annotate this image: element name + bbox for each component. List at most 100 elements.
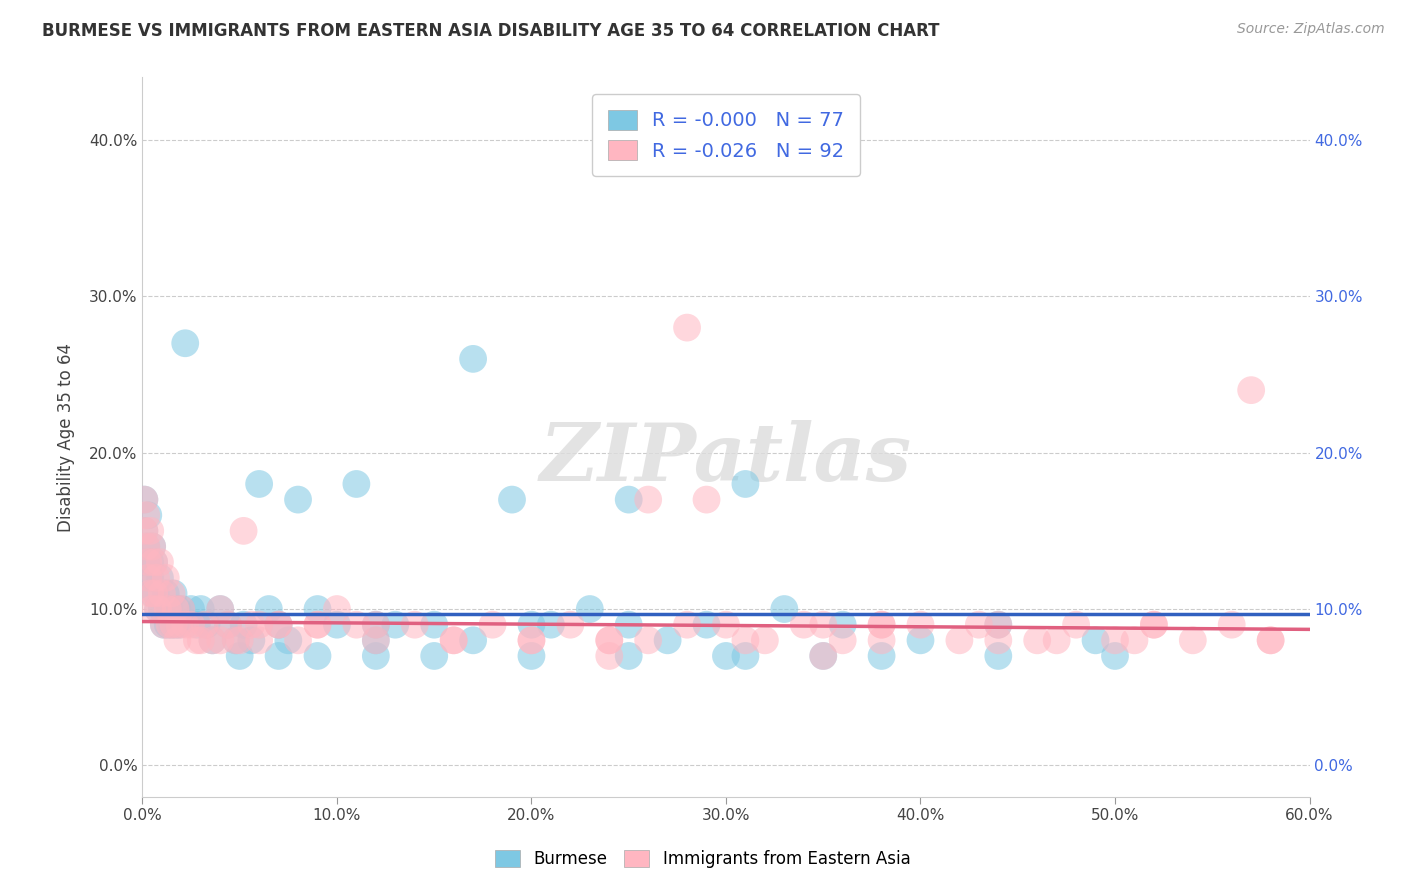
Point: [228, 648, 250, 663]
Point: [135, 540, 157, 554]
Point: [714, 617, 737, 632]
Point: [326, 602, 349, 616]
Point: [156, 602, 179, 616]
Point: [174, 617, 197, 632]
Y-axis label: Disability Age 35 to 64: Disability Age 35 to 64: [58, 343, 75, 532]
Point: [267, 617, 290, 632]
Point: [145, 571, 167, 585]
Point: [1181, 633, 1204, 648]
Point: [520, 633, 543, 648]
Point: [139, 555, 162, 569]
Point: [159, 617, 181, 632]
Point: [1084, 633, 1107, 648]
Point: [423, 648, 446, 663]
Point: [180, 602, 202, 616]
Point: [910, 633, 932, 648]
Point: [870, 648, 893, 663]
Point: [287, 492, 309, 507]
Point: [217, 617, 239, 632]
Point: [560, 617, 582, 632]
Point: [180, 617, 202, 632]
Point: [617, 648, 640, 663]
Point: [169, 617, 191, 632]
Point: [443, 633, 465, 648]
Point: [307, 617, 329, 632]
Point: [232, 524, 254, 538]
Point: [136, 571, 159, 585]
Point: [1260, 633, 1282, 648]
Point: [186, 633, 208, 648]
Point: [734, 477, 756, 491]
Point: [143, 555, 166, 569]
Point: [247, 633, 270, 648]
Point: [870, 617, 893, 632]
Point: [150, 602, 173, 616]
Point: [831, 617, 853, 632]
Point: [754, 633, 776, 648]
Point: [170, 602, 193, 616]
Point: [598, 633, 620, 648]
Point: [344, 477, 367, 491]
Point: [364, 633, 387, 648]
Point: [461, 633, 484, 648]
Point: [141, 540, 163, 554]
Point: [364, 633, 387, 648]
Point: [1260, 633, 1282, 648]
Point: [145, 586, 167, 600]
Point: [1143, 617, 1166, 632]
Point: [135, 555, 157, 569]
Point: [186, 617, 208, 632]
Text: BURMESE VS IMMIGRANTS FROM EASTERN ASIA DISABILITY AGE 35 TO 64 CORRELATION CHAR: BURMESE VS IMMIGRANTS FROM EASTERN ASIA …: [42, 22, 939, 40]
Point: [657, 633, 679, 648]
Point: [364, 648, 387, 663]
Point: [1240, 383, 1263, 397]
Point: [910, 617, 932, 632]
Legend: R = -0.000   N = 77, R = -0.026   N = 92: R = -0.000 N = 77, R = -0.026 N = 92: [592, 95, 860, 177]
Point: [209, 633, 232, 648]
Point: [773, 602, 796, 616]
Point: [617, 617, 640, 632]
Point: [217, 617, 239, 632]
Point: [209, 602, 232, 616]
Point: [162, 617, 184, 632]
Point: [165, 602, 187, 616]
Point: [540, 617, 562, 632]
Text: Source: ZipAtlas.com: Source: ZipAtlas.com: [1237, 22, 1385, 37]
Point: [160, 586, 183, 600]
Point: [135, 540, 157, 554]
Point: [637, 633, 659, 648]
Point: [404, 617, 426, 632]
Point: [135, 508, 157, 523]
Point: [578, 602, 600, 616]
Point: [813, 648, 835, 663]
Point: [870, 617, 893, 632]
Point: [257, 602, 280, 616]
Point: [637, 492, 659, 507]
Point: [714, 648, 737, 663]
Point: [267, 617, 290, 632]
Point: [201, 633, 224, 648]
Point: [734, 648, 756, 663]
Point: [139, 586, 162, 600]
Point: [155, 571, 177, 585]
Point: [734, 633, 756, 648]
Point: [267, 648, 290, 663]
Point: [194, 617, 217, 632]
Point: [598, 633, 620, 648]
Point: [136, 571, 159, 585]
Point: [520, 648, 543, 663]
Point: [201, 633, 224, 648]
Point: [153, 617, 176, 632]
Point: [146, 602, 169, 616]
Text: ZIPatlas: ZIPatlas: [540, 420, 912, 498]
Point: [150, 586, 173, 600]
Point: [1143, 617, 1166, 632]
Point: [1220, 617, 1243, 632]
Point: [153, 617, 176, 632]
Point: [162, 586, 184, 600]
Point: [344, 617, 367, 632]
Point: [209, 602, 232, 616]
Point: [228, 633, 250, 648]
Point: [139, 524, 162, 538]
Point: [146, 602, 169, 616]
